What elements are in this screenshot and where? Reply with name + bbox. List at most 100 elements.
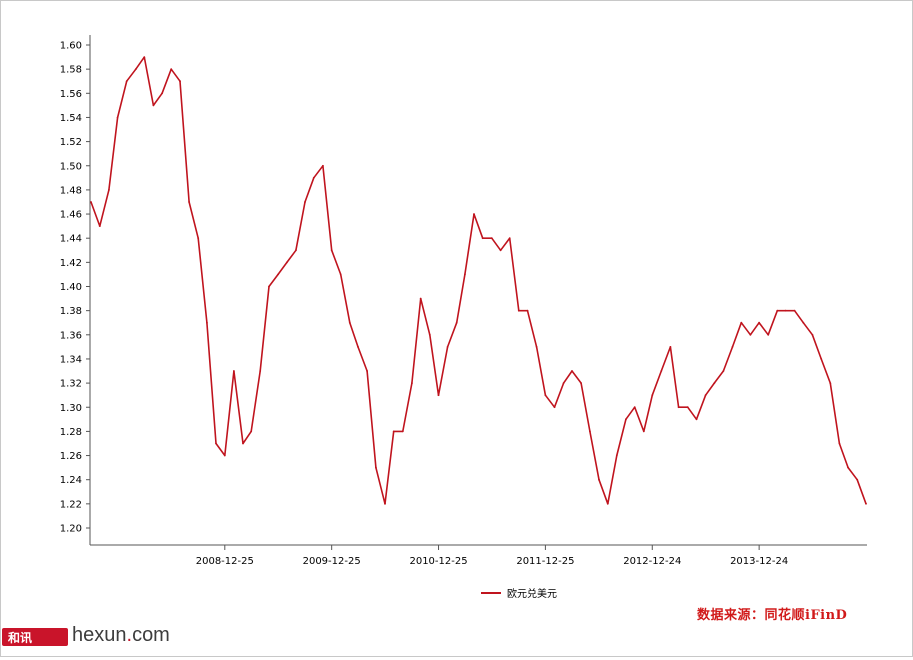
data-point [179,80,181,83]
data-point [277,273,279,276]
data-point [125,80,128,83]
data-point [553,406,556,409]
site-tld: com [132,624,170,646]
y-tick-label: 1.60 [60,41,82,52]
x-tick-label: 2011-12-25 [516,556,574,567]
data-point [776,309,779,312]
data-point [481,237,484,240]
data-point [562,382,565,384]
data-point [517,309,520,312]
data-point [642,430,645,433]
y-tick-label: 1.52 [60,137,82,148]
data-point [116,116,119,119]
x-tick-label: 2012-12-24 [623,556,681,567]
data-point [606,502,609,505]
data-point [401,430,404,433]
data-point [535,346,538,348]
y-tick-label: 1.56 [60,89,82,100]
data-point [740,321,743,324]
data-point [215,442,217,445]
data-point [375,466,377,469]
legend: 欧元兑美元 [481,587,557,600]
data-point [490,237,493,240]
data-point [598,478,600,481]
data-point [660,370,663,372]
y-tick-label: 1.46 [60,210,82,221]
data-point [197,237,200,240]
data-point [758,321,760,324]
y-tick-label: 1.20 [60,524,82,535]
data-point [295,249,297,252]
data-point [455,321,458,324]
y-tick-label: 1.54 [60,113,82,124]
y-tick-label: 1.24 [60,475,82,486]
data-point [580,382,582,384]
data-point [259,370,262,372]
data-point [829,382,832,384]
y-tick-label: 1.34 [60,354,82,365]
data-point [793,309,796,312]
x-axis: 2008-12-25 2009-12-25 2010-12-25 2011-12-25… [90,544,867,567]
data-point [286,261,288,264]
y-tick-label: 1.26 [60,451,82,462]
data-point [223,454,226,457]
x-tick-label: 2008-12-25 [196,556,254,567]
data-point [677,406,680,409]
data-point [242,442,244,445]
data-point [589,430,591,433]
site-name-text: hexun [72,624,127,646]
data-point [170,68,173,71]
data-point [713,382,716,384]
data-point [233,370,235,372]
x-tick-label: 2009-12-25 [303,556,361,567]
data-point [143,56,146,58]
data-point [811,333,814,336]
y-axis: 1.20 1.22 1.24 1.26 1.28 1.30 1.32 1.34 1.36 1.38… [60,35,91,545]
data-point [161,92,164,95]
data-point [250,430,253,433]
data-point [820,358,823,360]
y-tick-label: 1.30 [60,403,82,414]
data-point [749,333,752,336]
data-point [357,346,359,348]
y-tick-label: 1.28 [60,427,82,438]
data-point [206,321,208,324]
data-point [767,333,770,336]
data-point [330,249,333,252]
data-point [428,333,431,336]
data-point [152,104,155,107]
data-point [704,394,707,397]
data-point [838,442,841,445]
data-point [669,346,672,348]
y-tick-label: 1.32 [60,379,82,390]
data-point [856,478,859,481]
data-point [526,309,529,312]
data-point [499,249,502,252]
data-point [544,394,547,397]
data-point [134,68,137,71]
data-point [419,297,422,300]
data-point [268,285,270,288]
y-tick-label: 1.22 [60,499,82,510]
data-point [464,273,466,276]
y-tick-label: 1.40 [60,282,82,293]
data-point [411,382,413,384]
data-point [802,321,805,324]
data-point [446,346,449,348]
data-point [384,502,386,505]
series-line-eur-usd [90,56,867,505]
data-point [312,176,315,179]
data-point [722,370,725,372]
series-layer [90,56,867,505]
data-point [98,225,101,228]
y-tick-label: 1.48 [60,185,82,196]
hexun-footer-logo[interactable]: 和讯 hexun.com [0,624,240,650]
data-point [633,406,636,409]
data-point [348,321,351,324]
hexun-badge: 和讯 [2,628,68,646]
data-point [784,309,787,312]
data-point [366,370,368,372]
y-tick-label: 1.36 [60,330,82,341]
